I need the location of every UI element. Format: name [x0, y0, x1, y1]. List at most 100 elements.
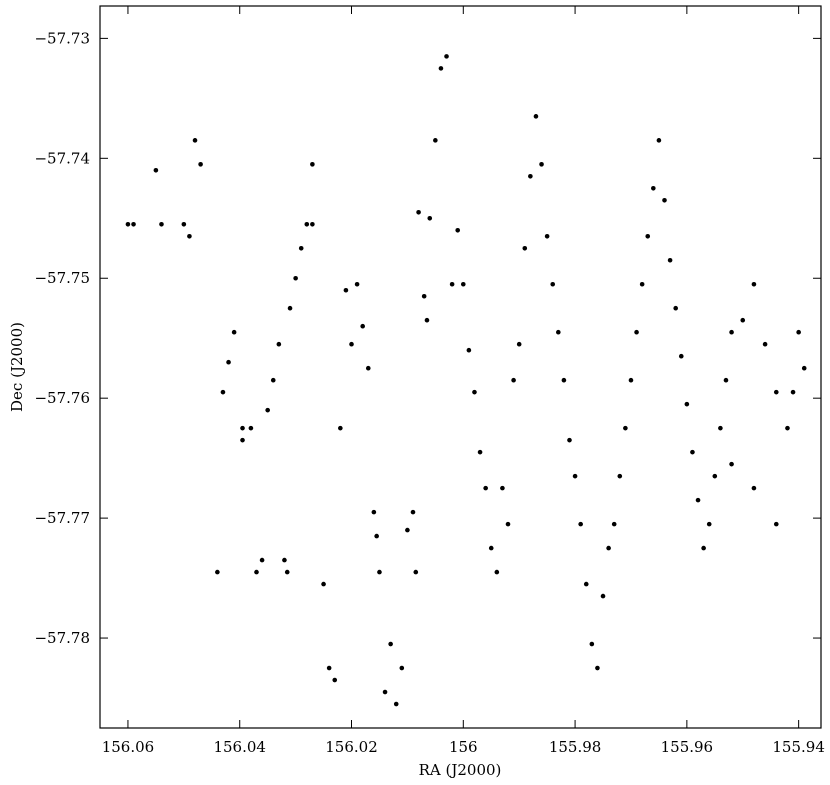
data-point: [773, 389, 779, 395]
data-point: [773, 521, 779, 527]
data-point: [421, 293, 427, 299]
x-tick-label: 155.96: [661, 738, 714, 756]
data-point: [226, 359, 231, 365]
data-point: [332, 677, 338, 683]
data-point: [516, 341, 522, 347]
data-point: [751, 281, 757, 287]
data-point: [374, 533, 379, 539]
data-point: [466, 347, 472, 353]
data-point: [460, 281, 466, 287]
data-point: [382, 689, 388, 695]
data-point: [215, 569, 220, 575]
x-tick-label: 156.06: [102, 738, 155, 756]
data-point: [276, 341, 282, 347]
data-point: [354, 281, 360, 287]
data-point: [684, 401, 690, 407]
data-point: [455, 227, 461, 233]
data-point: [125, 221, 131, 227]
x-tick-labels: 156.06 156.04 156.02 156 155.98 155.96 155.94: [102, 738, 825, 756]
data-point: [522, 245, 528, 251]
data-point: [539, 162, 544, 167]
data-point: [444, 54, 449, 59]
data-point: [360, 323, 365, 329]
y-axis-label: Dec (J2000): [8, 322, 26, 412]
data-point: [500, 485, 505, 491]
data-point: [729, 461, 734, 467]
data-point: [505, 521, 511, 527]
data-point: [611, 521, 617, 527]
data-point: [192, 138, 198, 143]
x-tick-label: 156.04: [213, 738, 266, 756]
data-point: [410, 509, 416, 515]
data-point: [159, 221, 164, 227]
data-point: [762, 341, 768, 347]
scatter-points: [125, 54, 807, 707]
plot-frame: [99, 5, 822, 729]
data-point: [349, 341, 354, 347]
data-point: [298, 245, 304, 251]
data-point: [723, 377, 729, 383]
data-point: [424, 317, 430, 323]
x-tick-label: 155.98: [549, 738, 602, 756]
data-point: [583, 581, 589, 587]
data-point: [282, 557, 287, 563]
data-point: [533, 114, 539, 119]
y-tick-label: −57.78: [34, 629, 90, 647]
y-tick-label: −57.76: [34, 389, 90, 407]
data-point: [595, 665, 600, 671]
axis-ticks: [100, 6, 821, 728]
data-point: [231, 329, 237, 335]
data-point: [544, 233, 550, 239]
data-point: [706, 521, 712, 527]
data-point: [600, 593, 606, 599]
data-point: [712, 473, 718, 479]
data-point: [606, 545, 611, 551]
data-point: [785, 425, 790, 431]
data-point: [528, 174, 533, 179]
data-point: [248, 425, 254, 431]
data-point: [293, 275, 298, 281]
y-tick-label: −57.74: [34, 149, 90, 167]
data-point: [751, 485, 757, 491]
data-point: [801, 365, 807, 371]
data-point: [310, 162, 315, 167]
data-point: [254, 569, 259, 575]
data-point: [740, 317, 746, 323]
data-point: [198, 162, 203, 167]
data-point: [131, 221, 136, 227]
data-point: [153, 168, 159, 173]
data-point: [483, 485, 488, 491]
data-point: [556, 329, 561, 335]
data-point: [371, 509, 377, 515]
data-point: [662, 197, 667, 203]
data-point: [393, 701, 399, 707]
x-tick-label: 156: [449, 738, 478, 756]
data-point: [623, 425, 628, 431]
data-point: [796, 329, 801, 335]
data-point: [477, 449, 483, 455]
data-point: [511, 377, 516, 383]
data-point: [433, 138, 438, 143]
data-point: [645, 233, 651, 239]
data-point: [405, 527, 410, 533]
x-tick-label: 155.94: [772, 738, 825, 756]
data-point: [494, 569, 500, 575]
data-point: [284, 569, 290, 575]
data-point: [240, 425, 245, 431]
data-point: [550, 281, 556, 287]
data-point: [438, 66, 444, 71]
data-point: [488, 545, 494, 551]
data-point: [651, 185, 656, 191]
data-point: [365, 365, 371, 371]
data-point: [187, 233, 192, 239]
data-point: [617, 473, 623, 479]
y-tick-labels: −57.73 −57.74 −57.75 −57.76 −57.77 −57.78: [34, 29, 90, 647]
data-point: [567, 437, 572, 443]
data-point: [729, 329, 734, 335]
data-point: [678, 353, 684, 359]
data-point: [572, 473, 578, 479]
data-point: [304, 221, 310, 227]
data-point: [589, 641, 595, 647]
data-point: [181, 221, 187, 227]
data-point: [673, 305, 678, 311]
